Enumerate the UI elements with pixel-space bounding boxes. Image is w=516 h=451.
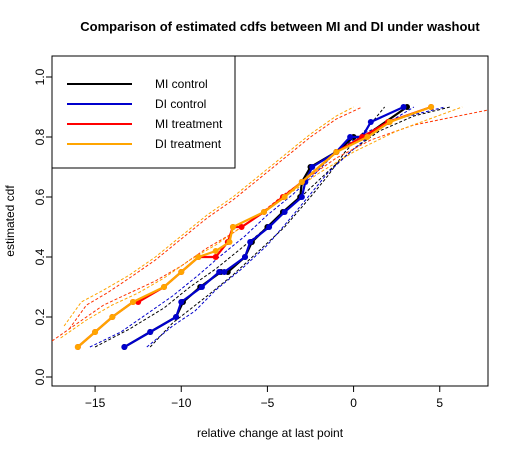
data-point <box>198 284 205 290</box>
data-point <box>147 329 154 335</box>
plot-frame <box>51 55 489 387</box>
series-layer <box>52 104 488 350</box>
data-point <box>178 299 185 305</box>
data-point <box>178 269 185 275</box>
data-point <box>161 284 168 290</box>
y-axis-label: estimated cdf <box>3 185 17 257</box>
data-point <box>74 344 81 350</box>
data-point <box>309 164 316 170</box>
legend-box <box>51 55 236 169</box>
data-point <box>367 119 374 125</box>
x-tick-label: 5 <box>436 396 443 410</box>
axes-layer: −15 −10 −5 0 5 0.0 0.2 0.4 0.6 0.8 1.0 <box>33 68 443 410</box>
data-point <box>347 134 354 140</box>
data-point <box>229 224 236 230</box>
confidence-band-line <box>60 106 463 339</box>
data-point <box>281 209 288 215</box>
y-tick-label: 1.0 <box>33 68 47 85</box>
data-point <box>298 179 305 185</box>
data-point <box>92 329 99 335</box>
data-point <box>400 104 407 110</box>
data-point <box>260 209 267 215</box>
data-point <box>242 254 249 260</box>
y-tick-label: 0.2 <box>33 308 47 325</box>
data-point <box>129 299 136 305</box>
legend-label: DI control <box>155 97 206 111</box>
data-point <box>216 269 223 275</box>
y-tick-label: 0.8 <box>33 128 47 145</box>
confidence-band-line <box>63 106 354 327</box>
x-tick-label: −5 <box>261 396 275 410</box>
data-point <box>173 314 180 320</box>
data-point <box>298 194 305 200</box>
data-point <box>212 254 219 260</box>
data-point <box>226 239 233 245</box>
legend-label: MI control <box>155 77 208 91</box>
data-point <box>333 149 340 155</box>
confidence-band-line <box>146 106 415 348</box>
data-point <box>247 239 254 245</box>
data-point <box>428 104 435 110</box>
data-point <box>221 269 228 275</box>
data-point <box>386 119 393 125</box>
y-tick-label: 0.6 <box>33 188 47 205</box>
x-axis-label: relative change at last point <box>197 426 344 440</box>
legend: MI control DI control MI treatment DI treat… <box>51 55 236 169</box>
data-point <box>121 344 128 350</box>
chart-title: Comparison of estimated cdfs between MI … <box>80 19 480 34</box>
x-tick-label: −10 <box>171 396 192 410</box>
data-point <box>364 134 371 140</box>
data-point <box>195 254 202 260</box>
x-tick-label: 0 <box>350 396 357 410</box>
data-point <box>281 194 288 200</box>
data-point <box>238 224 245 230</box>
data-point <box>266 224 273 230</box>
x-tick-label: −15 <box>85 396 106 410</box>
legend-label: DI treatment <box>155 137 222 151</box>
y-tick-label: 0.0 <box>33 368 47 385</box>
data-point <box>212 248 219 254</box>
y-tick-label: 0.4 <box>33 248 47 265</box>
legend-label: MI treatment <box>155 117 223 131</box>
data-point <box>109 314 116 320</box>
